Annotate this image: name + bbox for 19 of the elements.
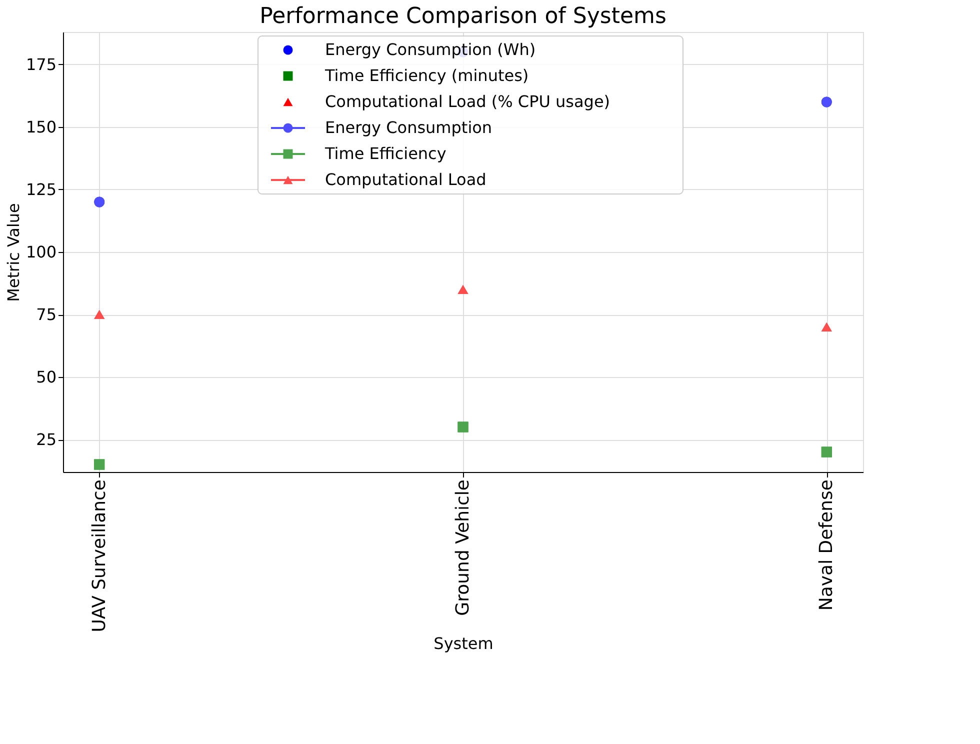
- x-tick-label: UAV Surveillance: [88, 480, 110, 632]
- legend-label: Computational Load: [325, 170, 486, 189]
- y-tick-label: 50: [36, 368, 56, 386]
- y-tick-label: 25: [36, 430, 56, 449]
- y-tick-label: 125: [26, 180, 56, 199]
- x-tick-label: Ground Vehicle: [452, 480, 474, 616]
- legend-label: Energy Consumption: [325, 118, 492, 137]
- y-tick-label: 75: [36, 305, 56, 324]
- chart-title: Performance Comparison of Systems: [260, 4, 666, 29]
- x-axis-title: System: [434, 634, 494, 654]
- legend-label: Time Efficiency: [324, 144, 446, 163]
- y-axis-title: Metric Value: [4, 203, 23, 302]
- legend-label: Computational Load (% CPU usage): [325, 92, 610, 111]
- y-tick-label: 100: [26, 242, 56, 262]
- y-tick-label: 150: [26, 118, 56, 136]
- legend-label: Time Efficiency (minutes): [324, 66, 529, 85]
- x-tick-label: Naval Defense: [816, 480, 838, 611]
- legend-label: Energy Consumption (Wh): [325, 40, 536, 59]
- y-tick-label: 175: [26, 55, 56, 74]
